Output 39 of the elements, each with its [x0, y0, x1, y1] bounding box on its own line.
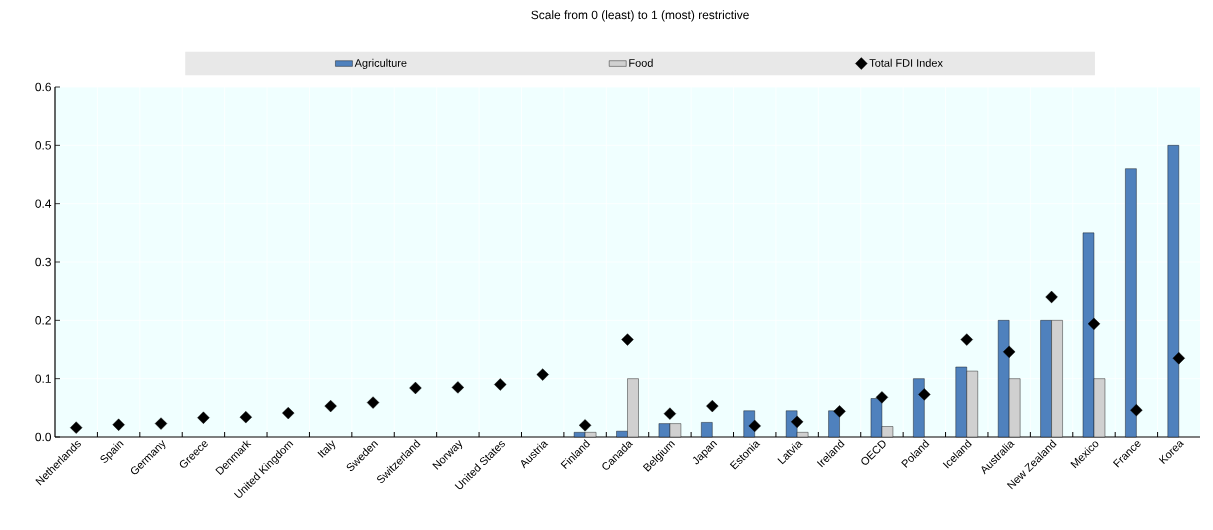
point — [366, 396, 380, 409]
point — [790, 415, 804, 428]
point — [875, 391, 889, 404]
point — [918, 388, 931, 401]
point — [451, 381, 465, 394]
point — [1130, 404, 1143, 417]
y-tick-label: 0.4 — [35, 199, 52, 208]
x-tick-label: Italy — [317, 440, 336, 458]
point — [578, 419, 592, 432]
y-tick-label: 0.3 — [35, 257, 51, 267]
point — [282, 406, 295, 420]
legend-label: Food — [629, 58, 653, 67]
point — [324, 399, 337, 413]
point — [70, 421, 83, 434]
point — [154, 417, 168, 430]
point — [621, 333, 634, 346]
y-tick-label: 0.6 — [35, 82, 51, 92]
point — [494, 378, 507, 391]
y-tick-label: 0.0 — [35, 432, 52, 442]
point — [112, 418, 125, 431]
point — [748, 419, 761, 433]
point — [833, 405, 846, 418]
point — [1172, 352, 1185, 365]
point — [1045, 290, 1058, 304]
point — [1003, 345, 1016, 358]
point — [1087, 317, 1101, 330]
point — [409, 381, 422, 395]
legend-label: Agriculture — [354, 58, 407, 70]
point — [197, 411, 210, 424]
point — [239, 411, 252, 424]
y-tick-label: 0.2 — [35, 316, 51, 325]
point — [663, 407, 677, 420]
legend-label: Total FDI Index — [869, 58, 943, 67]
point — [706, 399, 719, 413]
y-tick-label: 0.1 — [35, 374, 51, 383]
chart-title: Scale from 0 (least) to 1 (most) restrictive — [531, 10, 749, 22]
y-tick-label: 0.5 — [35, 141, 51, 150]
point — [960, 333, 973, 346]
point — [536, 368, 549, 381]
